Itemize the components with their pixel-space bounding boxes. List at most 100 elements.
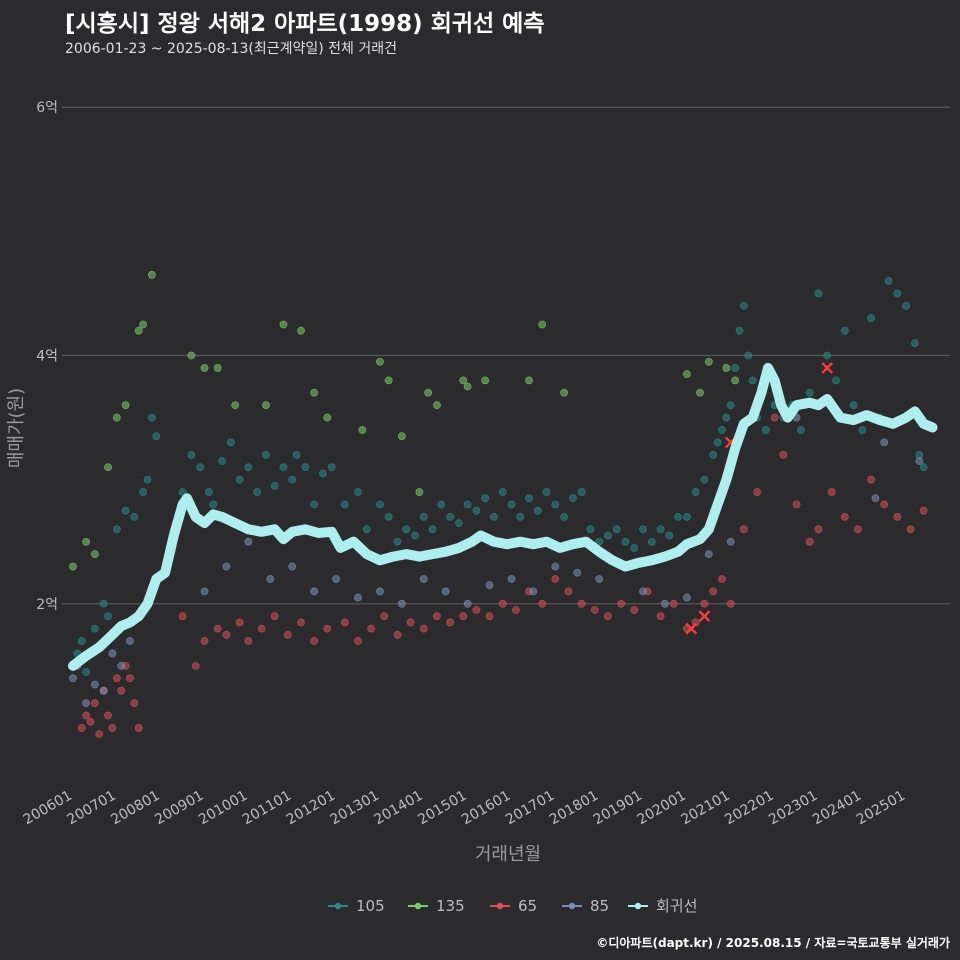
point-105 xyxy=(832,376,840,385)
point-105 xyxy=(77,637,86,645)
point-65 xyxy=(919,506,928,515)
point-105 xyxy=(568,494,577,503)
point-105 xyxy=(674,512,683,521)
point-105 xyxy=(472,506,481,515)
point-85 xyxy=(419,575,428,583)
point-65 xyxy=(498,599,507,608)
point-135 xyxy=(696,388,704,397)
point-65 xyxy=(323,624,332,633)
point-135 xyxy=(424,388,433,397)
point-105 xyxy=(419,512,428,521)
point-85 xyxy=(90,680,99,689)
point-105 xyxy=(340,500,349,509)
point-105 xyxy=(454,519,463,528)
point-105 xyxy=(595,537,604,546)
point-105 xyxy=(143,475,152,484)
point-65 xyxy=(753,488,761,496)
point-85 xyxy=(871,494,880,503)
point-135 xyxy=(682,370,691,379)
point-105 xyxy=(121,506,130,515)
x-tick-label: 202101 xyxy=(678,788,732,829)
y-tick-labels: 2억 4억 6억 xyxy=(36,100,58,613)
point-135 xyxy=(538,320,547,329)
x-tick-label: 201501 xyxy=(415,788,469,829)
point-105 xyxy=(301,463,310,472)
point-85 xyxy=(463,599,472,608)
point-105 xyxy=(902,301,911,310)
point-85 xyxy=(682,593,691,602)
point-65 xyxy=(134,724,143,732)
point-135 xyxy=(376,357,384,366)
legend-marker-회귀선 xyxy=(634,902,642,910)
x-tick-label: 200801 xyxy=(108,788,162,829)
x-tick-labels: 2006012007012008012009012010012011012012… xyxy=(21,788,908,829)
point-105 xyxy=(577,488,586,496)
point-105 xyxy=(376,500,384,509)
x-tick-label: 202501 xyxy=(854,788,908,829)
x-tick-label: 201401 xyxy=(371,788,425,829)
point-135 xyxy=(139,320,148,329)
point-105 xyxy=(437,500,446,509)
point-65 xyxy=(577,599,586,608)
point-105 xyxy=(805,388,814,397)
point-65 xyxy=(406,618,415,627)
point-105 xyxy=(112,525,121,534)
point-65 xyxy=(367,624,376,633)
point-65 xyxy=(235,618,244,627)
point-105 xyxy=(490,512,498,521)
point-135 xyxy=(134,326,143,335)
point-105 xyxy=(731,364,740,372)
point-105 xyxy=(178,488,187,496)
point-135 xyxy=(323,413,332,422)
point-105 xyxy=(516,512,525,521)
point-105 xyxy=(893,289,902,298)
point-65 xyxy=(354,637,362,645)
point-105 xyxy=(533,506,542,515)
point-85 xyxy=(551,562,560,571)
point-105 xyxy=(744,351,753,360)
point-105 xyxy=(647,537,656,546)
point-65 xyxy=(604,612,612,621)
point-85 xyxy=(704,550,713,559)
point-105 xyxy=(327,463,336,472)
point-105 xyxy=(152,432,161,441)
point-135 xyxy=(433,401,441,410)
point-105 xyxy=(270,481,279,490)
point-65 xyxy=(770,413,779,422)
point-65 xyxy=(814,525,823,534)
legend-marker-135 xyxy=(414,902,422,910)
point-135 xyxy=(481,376,490,385)
point-105 xyxy=(139,488,148,496)
point-135 xyxy=(279,320,288,329)
point-85 xyxy=(99,686,108,695)
point-135 xyxy=(147,270,156,279)
point-105 xyxy=(849,401,858,410)
point-105 xyxy=(735,326,744,335)
point-135 xyxy=(104,463,112,472)
point-85 xyxy=(485,581,494,590)
legend: 105 135 65 85 회귀선 xyxy=(328,897,697,915)
legend-label-135: 135 xyxy=(436,897,465,915)
point-85 xyxy=(310,587,319,596)
point-85 xyxy=(397,599,406,608)
x-tick-label: 202301 xyxy=(766,788,820,829)
point-105 xyxy=(130,512,139,521)
point-65 xyxy=(419,624,428,633)
point-85 xyxy=(288,562,297,571)
point-135 xyxy=(704,357,713,366)
point-105 xyxy=(700,475,709,484)
y-axis-title: 매매가(원) xyxy=(6,388,27,468)
point-105 xyxy=(463,500,472,509)
point-85 xyxy=(266,575,275,583)
point-105 xyxy=(218,457,226,465)
point-85 xyxy=(529,587,538,596)
point-65 xyxy=(82,711,91,720)
point-85 xyxy=(595,575,604,583)
chart-subtitle: 2006-01-23 ~ 2025-08-13(최근계약일) 전체 거래건 xyxy=(65,41,397,57)
point-65 xyxy=(340,618,349,627)
point-105 xyxy=(187,450,196,459)
point-65 xyxy=(90,699,99,708)
point-65 xyxy=(200,637,209,645)
x-tick-label: 201301 xyxy=(328,788,382,829)
point-85 xyxy=(880,438,889,447)
